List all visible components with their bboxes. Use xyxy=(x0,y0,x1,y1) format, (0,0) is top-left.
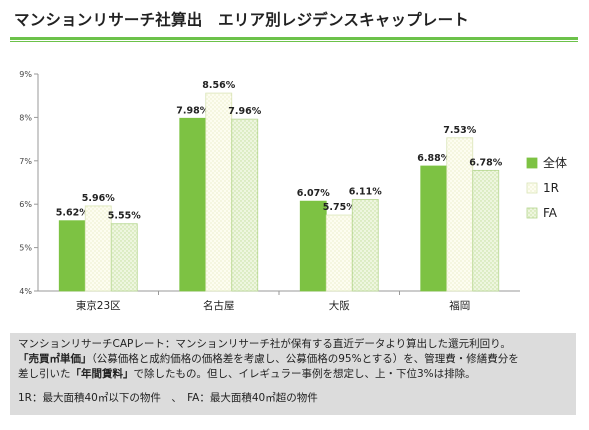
bar xyxy=(472,169,500,292)
note-annual-rent-term: 「年間賃料」 xyxy=(70,368,134,380)
y-tick-label: 8% xyxy=(19,113,32,122)
bar xyxy=(420,165,448,292)
bar xyxy=(231,118,259,292)
title-underline-thin xyxy=(10,41,578,42)
data-label: 5.62% xyxy=(56,208,89,219)
bar xyxy=(446,137,474,292)
legend-label: FA xyxy=(543,206,558,220)
note-line-3-pre: 差し引いた xyxy=(18,368,71,380)
bar xyxy=(299,200,327,292)
bar xyxy=(84,205,112,292)
note-sale-price-term: 「売買㎡単価」 xyxy=(18,353,92,365)
legend-swatch xyxy=(526,207,538,219)
legend-swatch xyxy=(526,182,538,194)
bar-chart: 4% 5% 6% 7% 8% 9% 東京23区 5.62% 5.96% 5.55% 名古屋 7.98%… xyxy=(19,70,567,312)
x-tick-label: 大阪 xyxy=(329,299,350,312)
y-tick-label: 9% xyxy=(19,70,32,79)
y-tick-label: 4% xyxy=(19,287,32,296)
data-label: 6.78% xyxy=(469,157,502,168)
data-label: 7.96% xyxy=(228,106,261,117)
legend-swatch xyxy=(526,157,538,169)
note-line-3-text: で除したもの。但し、イレギュラー事例を想定し、上・下位3%は排除。 xyxy=(133,368,476,380)
data-label: 5.75% xyxy=(323,202,356,213)
legend-label: 1R xyxy=(543,181,559,195)
bar xyxy=(325,214,353,292)
data-label: 8.56% xyxy=(202,80,235,91)
y-tick-label: 6% xyxy=(19,200,32,209)
data-label: 7.98% xyxy=(176,105,209,116)
bar xyxy=(110,223,138,292)
legend-label: 全体 xyxy=(543,155,567,170)
x-tick-label: 東京23区 xyxy=(76,299,121,312)
bar xyxy=(179,117,207,292)
bar xyxy=(351,199,379,292)
data-label: 7.53% xyxy=(443,125,476,136)
y-tick-label: 7% xyxy=(19,157,32,166)
bar xyxy=(58,220,86,292)
data-label: 5.55% xyxy=(108,211,141,222)
note-spacer xyxy=(18,382,568,391)
y-tick-label: 5% xyxy=(19,244,32,253)
title-underline xyxy=(10,37,578,40)
data-label: 6.11% xyxy=(349,186,382,197)
bar xyxy=(205,92,233,292)
note-line-1: マンションリサーチCAPレート：マンションリサーチ社が保有する直近データより算出… xyxy=(18,338,511,350)
note-line-2-text: （公募価格と成約価格の価格差を考慮し、公募価格の95%とする）を、管理費・修繕費… xyxy=(91,353,519,365)
note-line-4: 1R：最大面積40㎡以下の物件 、 FA：最大面積40㎡超の物件 xyxy=(18,392,318,404)
chart-title: マンションリサーチ社算出 エリア別レジデンスキャップレート xyxy=(14,11,469,29)
x-tick-label: 福岡 xyxy=(449,299,470,312)
note-line-3: 差し引いた「年間賃料」で除したもの。但し、イレギュラー事例を想定し、上・下位3%… xyxy=(18,367,568,382)
methodology-note: マンションリサーチCAPレート：マンションリサーチ社が保有する直近データより算出… xyxy=(10,333,576,415)
data-label: 5.96% xyxy=(82,193,115,204)
data-label: 6.88% xyxy=(417,153,450,164)
data-label: 6.07% xyxy=(297,188,330,199)
note-line-2: 「売買㎡単価」（公募価格と成約価格の価格差を考慮し、公募価格の95%とする）を、… xyxy=(18,352,568,367)
x-tick-label: 名古屋 xyxy=(203,299,235,312)
